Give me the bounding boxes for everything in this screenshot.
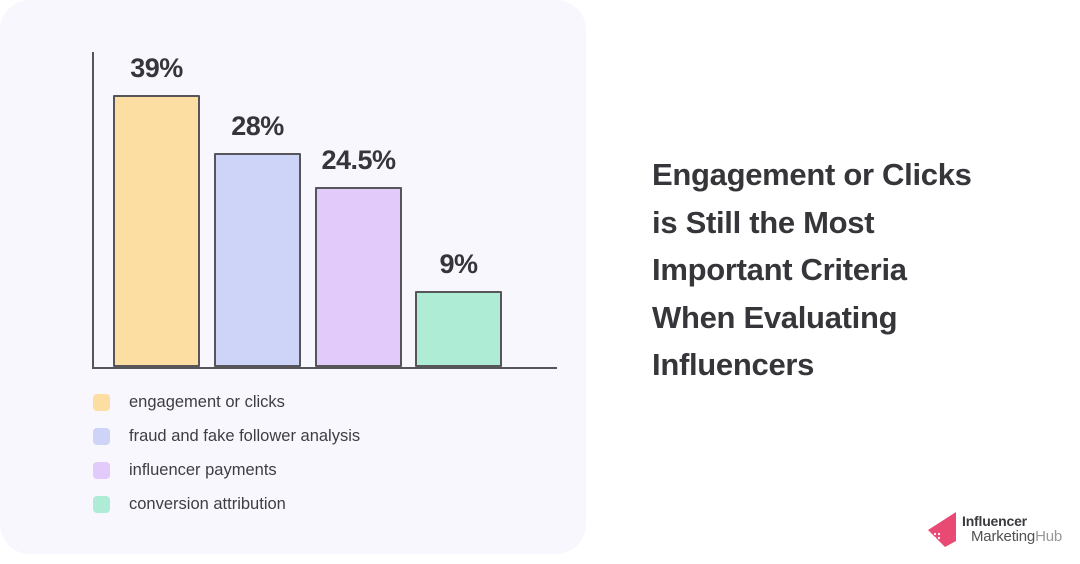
- chart-card: 39% 28% 24.5% 9% engagement or clicks fraud …: [92, 52, 557, 513]
- legend-swatch-icon: [93, 496, 110, 513]
- logo-arrow-icon: [928, 512, 957, 547]
- bar-influencer-payments: [315, 187, 402, 367]
- logo-line2-hub: Hub: [1035, 527, 1062, 545]
- bar-value-label-influencer-payments: 24.5%: [321, 145, 396, 175]
- legend-label: fraud and fake follower analysis: [129, 427, 361, 445]
- legend-label: conversion attribution: [129, 495, 286, 513]
- brand-logo: Influencer MarketingHub: [926, 511, 1062, 548]
- legend-item-engagement-or-clicks: engagement or clicks: [93, 393, 360, 411]
- logo-text: Influencer MarketingHub: [962, 512, 1062, 546]
- headline: Engagement or Clicks is Still the Most I…: [652, 157, 972, 382]
- logo-line2: MarketingHub: [971, 527, 1062, 546]
- bar-conversion-attribution: [415, 291, 502, 367]
- chart-legend: engagement or clicks fraud and fake follo…: [93, 393, 361, 513]
- legend-swatch-icon: [93, 394, 110, 411]
- legend-label: engagement or clicks: [129, 393, 285, 411]
- bar-value-label-conversion-attribution: 9%: [439, 249, 478, 279]
- legend-swatch-icon: [93, 428, 110, 445]
- legend-swatch-icon: [93, 462, 110, 479]
- legend-label: influencer payments: [129, 461, 277, 479]
- bar-value-label-fraud-and-fake-follower-analysis: 28%: [231, 111, 284, 141]
- legend-item-fraud-and-fake-follower-analysis: fraud and fake follower analysis: [93, 427, 361, 445]
- legend-item-conversion-attribution: conversion attribution: [93, 495, 360, 513]
- bar-chart: 39% 28% 24.5% 9%: [92, 52, 557, 369]
- logo-line1: Influencer: [962, 512, 1027, 529]
- logo-line2-marketing: Marketing: [971, 527, 1036, 545]
- bar-engagement-or-clicks: [113, 95, 200, 367]
- legend-item-influencer-payments: influencer payments: [93, 461, 360, 479]
- bar-value-label-engagement-or-clicks: 39%: [130, 53, 183, 83]
- bar-fraud-and-fake-follower-analysis: [214, 153, 301, 367]
